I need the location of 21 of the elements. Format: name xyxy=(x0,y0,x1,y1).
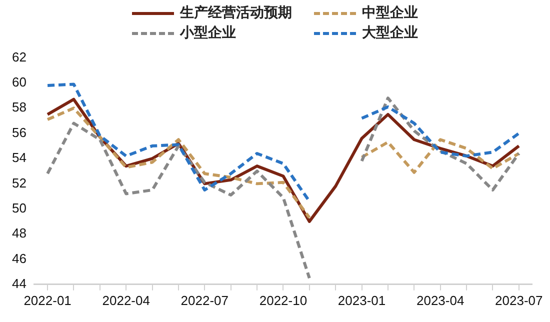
y-tick-label: 50 xyxy=(12,200,26,216)
x-tick-label: 2022-01 xyxy=(24,292,72,308)
x-tick-label: 2022-07 xyxy=(180,292,229,308)
x-tick-label: 2022-10 xyxy=(259,292,308,308)
y-tick-label: 54 xyxy=(12,150,26,166)
y-tick-label: 58 xyxy=(12,100,26,115)
y-tick-label: 60 xyxy=(12,74,26,90)
x-tick-label: 2023-04 xyxy=(416,292,464,308)
y-tick-label: 44 xyxy=(12,276,26,291)
y-tick-label: 46 xyxy=(12,250,26,266)
legend-label: 生产经营活动预期 xyxy=(180,4,292,22)
x-tick-label: 2023-01 xyxy=(338,292,386,308)
y-tick-label: 52 xyxy=(12,175,26,190)
legend-label: 中型企业 xyxy=(362,4,418,22)
legend-label: 大型企业 xyxy=(362,24,418,42)
y-tick-label: 62 xyxy=(12,49,26,64)
y-tick-label: 56 xyxy=(12,124,26,140)
x-tick-label: 2022-04 xyxy=(102,292,150,308)
y-tick-label: 48 xyxy=(12,226,26,241)
x-tick-label: 2023-07 xyxy=(495,292,543,308)
legend-label: 小型企业 xyxy=(180,24,236,42)
